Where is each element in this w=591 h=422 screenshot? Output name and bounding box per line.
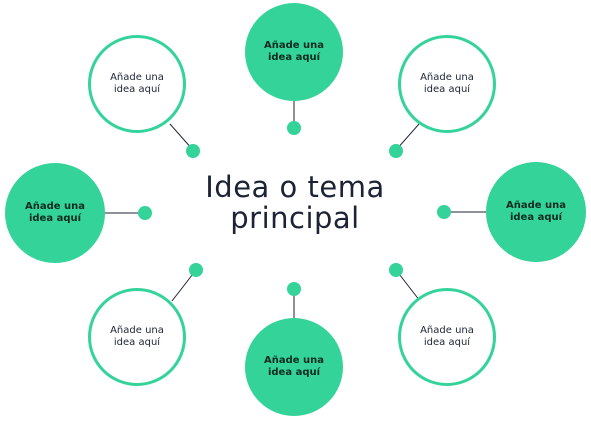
idea-node-bottom-left[interactable]: Añade una idea aquí: [88, 288, 186, 386]
idea-node-top-left[interactable]: Añade una idea aquí: [88, 35, 186, 133]
idea-node-left-label: Añade una idea aquí: [24, 201, 85, 224]
idea-node-bottom-label: Añade una idea aquí: [263, 355, 324, 378]
idea-node-right[interactable]: Añade una idea aquí: [486, 162, 586, 262]
idea-node-top-right-label: Añade una idea aquí: [420, 72, 474, 95]
idea-node-bottom[interactable]: Añade una idea aquí: [245, 318, 343, 416]
connector-dot-top-left: [186, 144, 200, 158]
idea-node-bottom-left-label: Añade una idea aquí: [110, 325, 164, 348]
idea-node-top-left-label: Añade una idea aquí: [110, 72, 164, 95]
idea-node-bottom-right-label: Añade una idea aquí: [420, 325, 474, 348]
connector-dot-bottom: [287, 282, 301, 296]
connector-dot-bottom-left: [189, 263, 203, 277]
idea-node-right-label: Añade una idea aquí: [505, 200, 566, 223]
idea-node-top-right[interactable]: Añade una idea aquí: [398, 35, 496, 133]
connector-dot-bottom-right: [389, 263, 403, 277]
main-topic-line-2: principal: [230, 201, 360, 235]
idea-node-left[interactable]: Añade una idea aquí: [5, 163, 105, 263]
idea-node-top[interactable]: Añade una idea aquí: [245, 3, 343, 101]
connector-dot-right: [437, 205, 451, 219]
connector-dot-top: [287, 121, 301, 135]
main-topic-title: Idea o tema principal: [170, 172, 420, 234]
connector-dot-top-right: [389, 144, 403, 158]
connector-dot-left: [138, 206, 152, 220]
main-topic-line-1: Idea o tema: [205, 170, 385, 204]
idea-node-bottom-right[interactable]: Añade una idea aquí: [398, 288, 496, 386]
idea-node-top-label: Añade una idea aquí: [263, 40, 324, 63]
